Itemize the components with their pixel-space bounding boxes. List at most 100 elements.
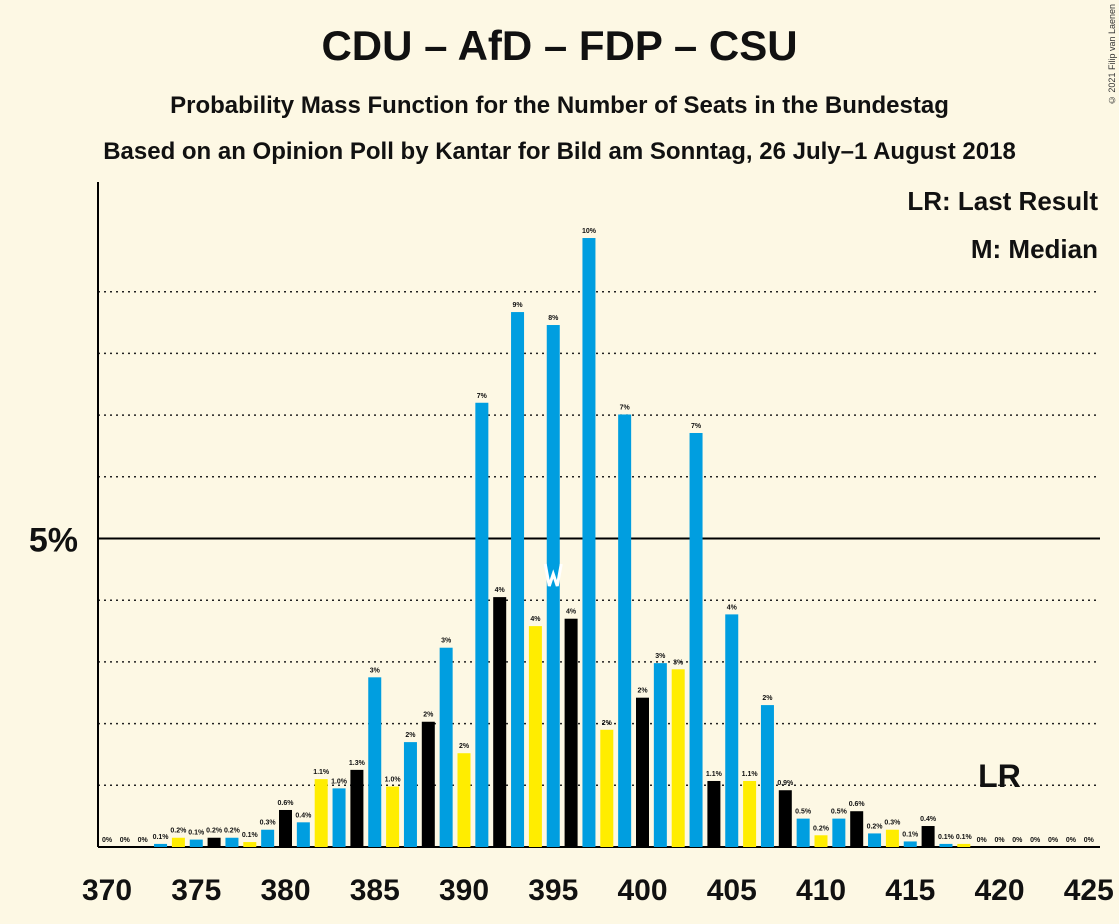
bar-label-415: 0.1% (902, 831, 919, 838)
bar-406 (743, 780, 757, 847)
bar-408 (778, 790, 792, 847)
bar-label-379: 0.3% (260, 820, 277, 827)
bar-label-382: 1.1% (313, 769, 330, 776)
bar-label-416: 0.4% (920, 816, 937, 823)
bar-378 (243, 842, 257, 847)
bar-label-371: 0% (120, 837, 131, 844)
bar-384 (350, 769, 364, 847)
bar-398 (600, 729, 614, 847)
bar-label-394: 4% (530, 616, 541, 623)
bar-413 (868, 833, 882, 847)
bar-380 (279, 809, 292, 847)
bar-label-376: 0.2% (206, 828, 223, 835)
bar-label-424: 0% (1066, 837, 1077, 844)
bar-label-421: 0% (1012, 837, 1023, 844)
x-tick-label-415: 415 (885, 874, 935, 907)
bar-401 (653, 663, 667, 847)
bar-label-404: 1.1% (706, 771, 723, 778)
y-tick-label: 5% (29, 522, 78, 560)
bar-391 (475, 402, 489, 847)
bar-383 (332, 788, 346, 847)
bar-label-389: 3% (441, 638, 452, 645)
bar-label-390: 2% (459, 743, 470, 750)
bar-392 (493, 597, 507, 847)
bar-410 (814, 835, 828, 847)
bar-label-413: 0.2% (867, 823, 884, 830)
bar-label-375: 0.1% (188, 830, 205, 837)
bar-label-400: 2% (637, 688, 648, 695)
bar-label-383: 1.0% (331, 778, 348, 785)
bar-label-398: 2% (602, 720, 613, 727)
bar-label-397: 10% (582, 228, 597, 235)
bar-375 (189, 839, 203, 847)
bar-393 (511, 312, 525, 847)
bar-label-372: 0% (138, 837, 149, 844)
bar-label-381: 0.4% (295, 812, 312, 819)
bar-label-377: 0.2% (224, 828, 241, 835)
bar-label-405: 4% (727, 604, 738, 611)
bar-label-395: 8% (548, 315, 559, 322)
bar-373 (154, 843, 168, 847)
bar-label-399: 7% (620, 404, 631, 411)
x-tick-label-380: 380 (260, 874, 310, 907)
bar-label-391: 7% (477, 393, 488, 400)
bar-381 (296, 822, 310, 847)
x-tick-label-395: 395 (528, 874, 578, 907)
x-tick-label-375: 375 (171, 874, 221, 907)
x-tick-label-370: 370 (82, 874, 132, 907)
bar-399 (618, 414, 632, 847)
bar-label-412: 0.6% (849, 801, 866, 808)
bar-394 (528, 626, 542, 847)
median-marker (543, 563, 563, 587)
bar-388 (421, 721, 435, 847)
bar-409 (796, 818, 810, 847)
bar-374 (171, 837, 185, 847)
bar-400 (636, 697, 649, 847)
x-tick-label-405: 405 (707, 874, 757, 907)
bar-label-373: 0.1% (153, 834, 170, 841)
legend-last-result: LR: Last Result (907, 186, 1098, 216)
bar-416 (921, 826, 935, 847)
bar-411 (832, 818, 846, 847)
x-tick-label-390: 390 (439, 874, 489, 907)
x-tick-label-410: 410 (796, 874, 846, 907)
x-tick-label-385: 385 (350, 874, 400, 907)
bar-label-387: 2% (405, 732, 416, 739)
last-result-label: LR (978, 758, 1021, 794)
bar-label-420: 0% (994, 837, 1005, 844)
bar-415 (903, 841, 917, 847)
bar-407 (760, 705, 774, 847)
bar-403 (689, 432, 703, 847)
chart-subtitle-poll: Based on an Opinion Poll by Kantar for B… (103, 138, 1016, 165)
bar-label-422: 0% (1030, 837, 1041, 844)
bar-412 (850, 811, 864, 847)
bar-382 (314, 779, 328, 847)
bar-label-385: 3% (370, 667, 381, 674)
bar-label-403: 7% (691, 423, 702, 430)
bar-label-384: 1.3% (349, 760, 366, 767)
bar-label-411: 0.5% (831, 809, 848, 816)
bar-label-378: 0.1% (242, 832, 259, 839)
bar-label-425: 0% (1084, 837, 1095, 844)
bar-label-409: 0.5% (795, 809, 812, 816)
chart-subtitle: Probability Mass Function for the Number… (170, 92, 949, 119)
bar-label-419: 0% (977, 837, 988, 844)
bar-label-414: 0.3% (884, 820, 901, 827)
bar-377 (225, 837, 239, 847)
bar-label-374: 0.2% (170, 828, 187, 835)
bar-397 (582, 238, 596, 847)
bar-label-408: 0.9% (777, 780, 794, 787)
bar-label-423: 0% (1048, 837, 1059, 844)
bar-387 (403, 742, 417, 847)
bar-label-407: 2% (762, 695, 773, 702)
bar-418 (957, 843, 971, 847)
bar-386 (386, 786, 400, 847)
bar-395 (546, 325, 560, 847)
x-tick-label-425: 425 (1064, 874, 1114, 907)
bar-414 (885, 829, 899, 847)
bar-label-406: 1.1% (742, 771, 759, 778)
bar-389 (439, 647, 453, 847)
bar-405 (725, 614, 739, 847)
bar-385 (368, 677, 382, 847)
